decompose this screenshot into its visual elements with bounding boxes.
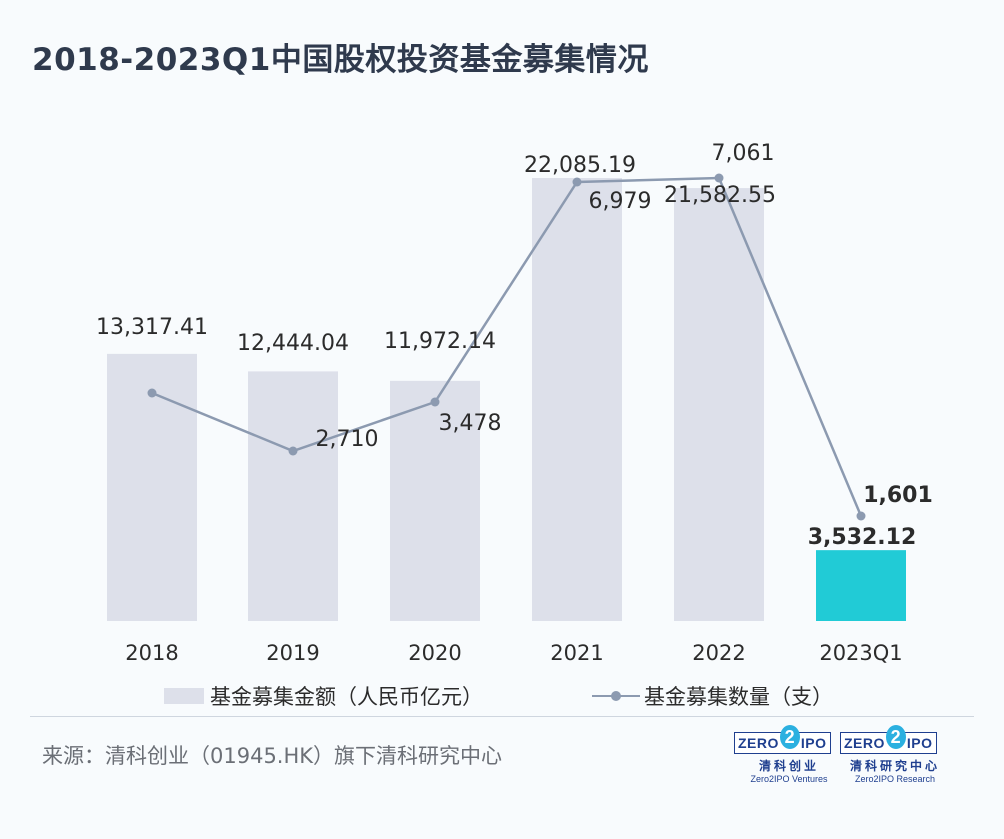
line-point-2023Q1[interactable] (856, 511, 866, 521)
bar-value-label: 12,444.04 (237, 331, 349, 356)
line-value-label: 7,061 (712, 141, 775, 166)
legend-line-swatch (592, 688, 640, 704)
x-tick-label: 2021 (550, 641, 603, 665)
x-tick-label: 2022 (692, 641, 745, 665)
bar-value-label: 22,085.19 (524, 153, 636, 178)
bar-2022[interactable] (674, 188, 764, 621)
line-point-2020[interactable] (430, 397, 440, 407)
bar-2023Q1[interactable] (816, 550, 906, 621)
legend-bar-label: 基金募集金额（人民币亿元） (210, 685, 483, 709)
line-point-2019[interactable] (288, 446, 298, 456)
zero2ipo-research-logo: ZERO 2 IPO 清科研究中心 Zero2IPO Research (840, 725, 950, 788)
bar-value-label: 21,582.55 (664, 183, 776, 208)
bar-2021[interactable] (532, 178, 622, 621)
chart-area: 2018 2019 2020 2021 2022 2023Q1 13,317.41 12,44… (96, 141, 933, 665)
bar-2019[interactable] (248, 371, 338, 621)
bar-2020[interactable] (390, 380, 480, 621)
line-value-label: 6,979 (589, 189, 652, 214)
source-note: 来源：清科创业（01945.HK）旗下清科研究中心 (42, 744, 503, 768)
line-value-label: 2,710 (316, 427, 379, 452)
legend-bar-swatch (164, 688, 204, 704)
bar-value-label: 13,317.41 (96, 315, 208, 340)
x-tick-label: 2019 (266, 641, 319, 665)
x-tick-label: 2020 (408, 641, 461, 665)
line-value-label: 3,478 (439, 411, 502, 436)
bar-value-label: 3,532.12 (808, 525, 917, 550)
x-tick-label: 2023Q1 (819, 641, 902, 665)
line-point-2022[interactable] (714, 173, 724, 183)
x-tick-label: 2018 (125, 641, 178, 665)
zero2ipo-ventures-logo: ZERO 2 IPO 清科创业 Zero2IPO Ventures (734, 725, 844, 788)
legend-item-bar[interactable]: 基金募集金额（人民币亿元） (164, 679, 483, 713)
legend-item-line[interactable]: 基金募集数量（支） (592, 679, 833, 713)
legend-line-label: 基金募集数量（支） (644, 685, 833, 709)
bar-2018[interactable] (107, 353, 197, 621)
line-point-2021[interactable] (572, 177, 582, 187)
legend: 基金募集金额（人民币亿元） 基金募集数量（支） (0, 679, 1004, 713)
chart-title: 2018-2023Q1中国股权投资基金募集情况 (32, 42, 649, 78)
line-value-label: 1,601 (863, 483, 933, 508)
footer-divider (30, 716, 974, 717)
line-point-2018[interactable] (147, 388, 157, 398)
bar-value-label: 11,972.14 (384, 329, 496, 354)
line-series-count (151, 176, 863, 517)
